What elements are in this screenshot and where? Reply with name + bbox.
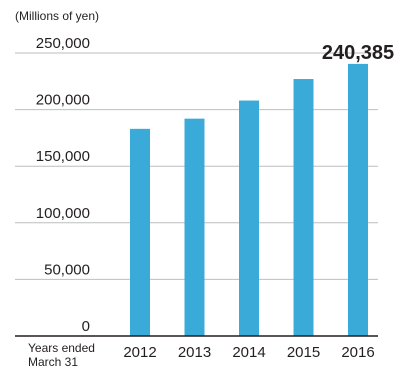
x-tick-label: 2013	[178, 344, 211, 361]
bar-2015	[293, 79, 314, 336]
x-tick-label: 2015	[287, 344, 320, 361]
y-tick-label: 0	[82, 318, 90, 335]
data-labels: 240,385	[322, 42, 394, 64]
y-tick-label: 100,000	[36, 205, 90, 222]
bar-2012	[130, 128, 150, 336]
y-tick-label: 250,000	[36, 35, 90, 52]
x-axis-note-line1: Years ended	[28, 341, 95, 355]
x-axis-categories: 2012 2013 2014 2015 2016	[123, 344, 374, 361]
x-tick-label: 2012	[123, 344, 156, 361]
bar-2013	[184, 118, 205, 336]
y-tick-label: 150,000	[36, 148, 90, 165]
bar-2014	[239, 100, 259, 336]
data-label-2016: 240,385	[322, 42, 394, 64]
bar-2016	[348, 63, 368, 336]
y-axis-ticks: 0 50,000 100,000 150,000 200,000 250,000	[36, 35, 90, 335]
y-tick-label: 200,000	[36, 92, 90, 109]
x-axis-note-line2: March 31	[28, 355, 78, 369]
bars	[130, 63, 368, 336]
x-tick-label: 2014	[232, 344, 265, 361]
x-tick-label: 2016	[341, 344, 374, 361]
unit-label: (Millions of yen)	[15, 9, 99, 23]
y-tick-label: 50,000	[44, 261, 90, 278]
